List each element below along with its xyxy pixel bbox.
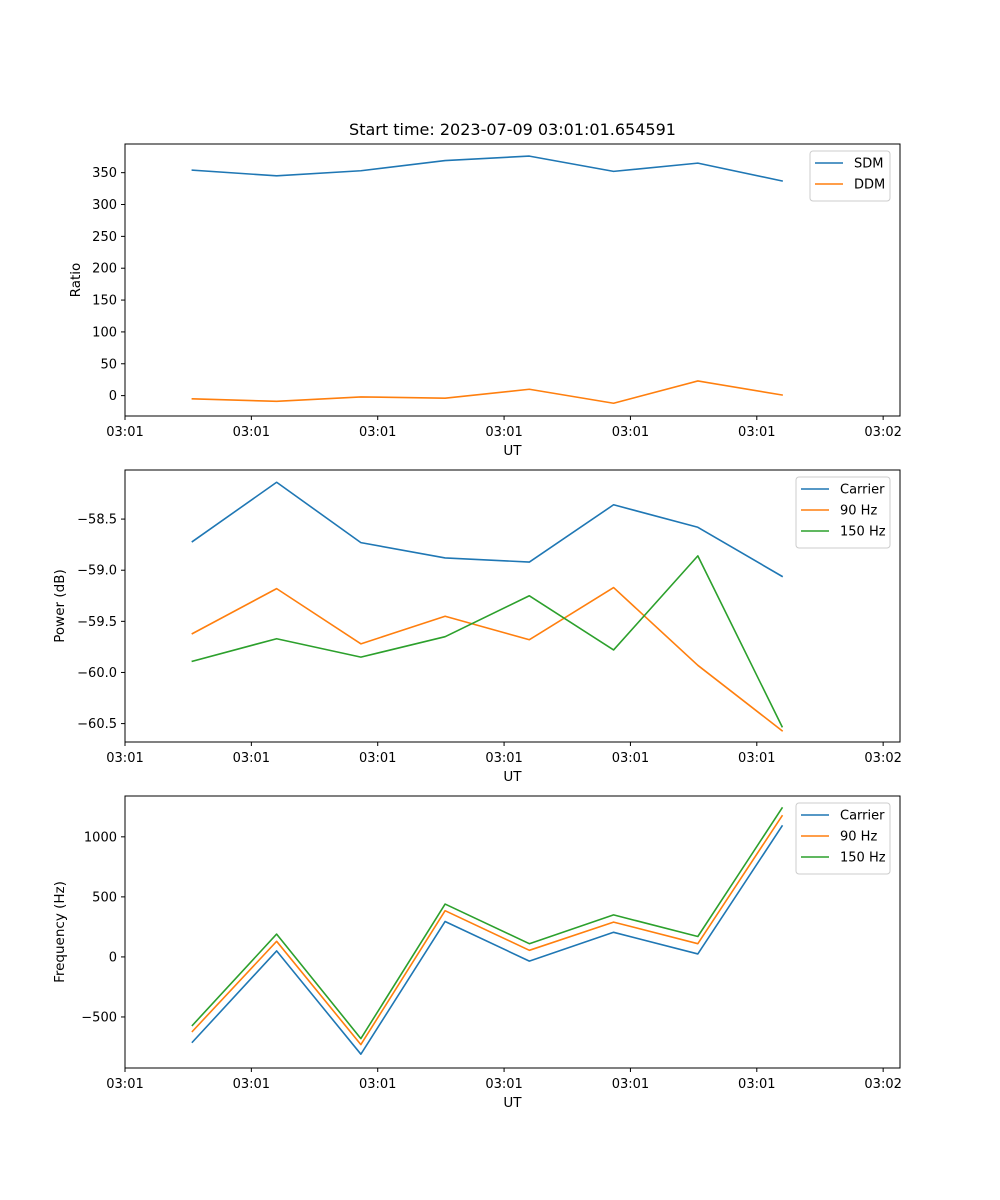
series-line-sdm [191,155,784,182]
x-tick-label: 03:01 [485,1077,522,1092]
plot-area-frame [124,795,901,1069]
series-line-90-hz [191,814,784,1046]
legend: Carrier 90 Hz 150 Hz [795,802,891,875]
chart-panel-3: 03:01 03:01 03:01 03:01 03:01 03:01 03:02 −500 0… [52,795,902,1111]
x-tick-label: 03:02 [864,425,901,440]
x-tick-label: 03:02 [864,751,901,766]
legend: SDM DDM [809,150,891,202]
plot-area-frame [124,469,901,743]
legend-label: SDM [854,157,883,172]
y-tick-label: 50 [100,357,117,372]
x-tick-label: 03:01 [612,751,649,766]
x-tick-label: 03:01 [106,1077,143,1092]
y-tick-label: 500 [92,890,117,905]
x-tick-label: 03:01 [738,1077,775,1092]
y-axis-label: Ratio [68,263,84,298]
y-axis-label: Frequency (Hz) [52,881,68,983]
panels: 03:01 03:01 03:01 03:01 03:01 03:01 03:02 0 50 10… [52,120,902,1111]
series-line-carrier [191,481,784,578]
x-tick-label: 03:01 [233,425,270,440]
x-axis-label: UT [503,443,522,459]
y-tick-label: 0 [109,950,117,965]
legend-label: Carrier [840,809,885,824]
y-tick-label: −60.5 [77,717,117,732]
y-tick-label: 150 [92,294,117,309]
legend-label: 90 Hz [840,830,877,845]
y-tick-label: 250 [92,230,117,245]
x-tick-label: 03:01 [359,425,396,440]
x-tick-label: 03:01 [233,1077,270,1092]
x-tick-label: 03:01 [612,425,649,440]
x-tick-label: 03:01 [738,751,775,766]
legend-label: 90 Hz [840,504,877,519]
x-tick-label: 03:01 [106,751,143,766]
y-tick-label: 200 [92,262,117,277]
series-line-150-hz [191,806,784,1040]
x-tick-label: 03:02 [864,1077,901,1092]
legend-label: Carrier [840,483,885,498]
series-line-ddm [191,380,783,405]
y-tick-label: −58.5 [77,513,117,528]
y-tick-label: −59.0 [77,564,117,579]
y-axis-label: Power (dB) [52,569,68,642]
x-axis-label: UT [503,1095,522,1111]
y-tick-label: 300 [92,198,117,213]
series-line-carrier [191,824,784,1055]
y-tick-label: 0 [109,389,117,404]
x-tick-label: 03:01 [612,1077,649,1092]
chart-panel-2: 03:01 03:01 03:01 03:01 03:01 03:01 03:02 −60.5… [52,469,902,785]
series-line-150-hz [191,555,784,728]
x-tick-label: 03:01 [106,425,143,440]
x-tick-label: 03:01 [359,751,396,766]
y-tick-label: 1000 [84,830,117,845]
y-tick-label: −500 [81,1010,117,1025]
x-tick-label: 03:01 [738,425,775,440]
legend-label: DDM [854,178,885,193]
y-tick-label: −59.5 [77,615,117,630]
series-line-90-hz [191,586,784,732]
legend-label: 150 Hz [840,851,886,866]
x-tick-label: 03:01 [485,751,522,766]
x-tick-label: 03:01 [359,1077,396,1092]
chart-title: Start time: 2023-07-09 03:01:01.654591 [349,120,676,139]
plot-area-frame [124,143,901,417]
y-tick-label: 100 [92,325,117,340]
y-tick-label: 350 [92,166,117,181]
legend-label: 150 Hz [840,525,886,540]
x-tick-label: 03:01 [485,425,522,440]
x-tick-label: 03:01 [233,751,270,766]
x-axis-label: UT [503,769,522,785]
y-tick-label: −60.0 [77,666,117,681]
chart-panel-1: 03:01 03:01 03:01 03:01 03:01 03:01 03:02 0 50 10… [68,120,902,459]
legend: Carrier 90 Hz 150 Hz [795,476,891,549]
